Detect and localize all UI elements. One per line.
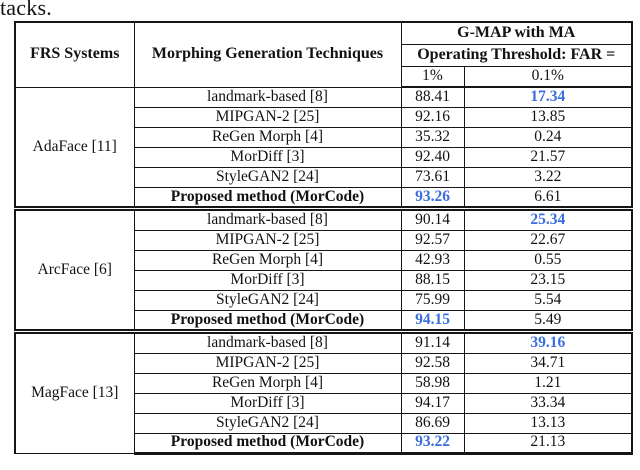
group-separator [15, 329, 632, 334]
far1-value: 92.16 [400, 106, 465, 128]
far01-value: 23.15 [463, 269, 633, 291]
far01-value: 25.34 [463, 209, 633, 231]
far1-value: 93.22 [400, 432, 465, 455]
far01-value: 33.34 [463, 392, 633, 414]
header-operating-threshold: Operating Threshold: FAR = [400, 43, 633, 67]
table-row: StyleGAN2 [24] 75.99 5.54 [15, 289, 633, 311]
far01-value: 5.54 [463, 289, 633, 311]
far01-value: 34.71 [463, 352, 633, 374]
far1-value: 94.17 [400, 392, 465, 414]
technique-cell: landmark-based [8] [133, 209, 402, 231]
table-row: MagFace [13] landmark-based [8] 91.14 39… [14, 332, 633, 454]
far01-value: 1.21 [463, 372, 633, 394]
far1-value: 92.40 [400, 146, 465, 168]
caption-text-fragment: tacks. [0, 0, 52, 20]
far1-value: 93.26 [400, 186, 465, 208]
far01-value: 3.22 [463, 166, 633, 188]
header-frs-systems: FRS Systems [14, 21, 135, 88]
technique-cell: StyleGAN2 [24] [133, 289, 402, 311]
far1-value: 88.41 [400, 86, 465, 108]
table-row: ReGen Morph [4] 35.32 0.24 [15, 126, 633, 148]
table-row: MIPGAN-2 [25] 92.57 22.67 [15, 229, 633, 251]
table-row: MorDiff [3] 88.15 23.15 [15, 269, 633, 291]
far1-value: 42.93 [400, 249, 465, 271]
table-row: StyleGAN2 [24] 86.69 13.13 [15, 412, 633, 434]
header-far-1pct: 1% [400, 65, 465, 88]
technique-cell: Proposed method (MorCode) [133, 186, 402, 208]
technique-cell: MorDiff [3] [133, 269, 402, 291]
technique-cell: ReGen Morph [4] [133, 372, 402, 394]
technique-cell: MIPGAN-2 [25] [133, 352, 402, 374]
technique-cell: StyleGAN2 [24] [133, 166, 402, 188]
technique-cell: ReGen Morph [4] [133, 126, 402, 148]
far1-value: 58.98 [400, 372, 465, 394]
far01-value: 6.61 [463, 186, 633, 208]
frs-system-cell: MagFace [13] [14, 332, 135, 454]
technique-cell: MIPGAN-2 [25] [133, 106, 402, 128]
frs-system-cell: ArcFace [6] [14, 209, 135, 331]
far1-value: 91.14 [400, 332, 465, 354]
table-row-proposed: Proposed method (MorCode) 93.22 21.13 [15, 432, 633, 455]
far01-value: 21.13 [463, 432, 633, 455]
technique-cell: landmark-based [8] [133, 332, 402, 354]
header-morphing-techniques: Morphing Generation Techniques [133, 21, 402, 88]
far1-value: 73.61 [400, 166, 465, 188]
far1-value: 94.15 [400, 309, 465, 331]
table-row: ArcFace [6] landmark-based [8] 90.14 25.… [14, 209, 633, 331]
far01-value: 13.13 [463, 412, 633, 434]
results-table: FRS Systems Morphing Generation Techniqu… [14, 21, 633, 455]
table-row: StyleGAN2 [24] 73.61 3.22 [15, 166, 633, 188]
technique-cell: ReGen Morph [4] [133, 249, 402, 271]
technique-cell: MorDiff [3] [133, 392, 402, 414]
far01-value: 39.16 [463, 332, 633, 354]
technique-cell: MIPGAN-2 [25] [133, 229, 402, 251]
technique-cell: Proposed method (MorCode) [133, 432, 402, 455]
far01-value: 21.57 [463, 146, 633, 168]
far1-value: 75.99 [400, 289, 465, 311]
far1-value: 88.15 [400, 269, 465, 291]
far01-value: 5.49 [463, 309, 633, 331]
far01-value: 0.24 [463, 126, 633, 148]
far1-value: 86.69 [400, 412, 465, 434]
table-row: MIPGAN-2 [25] 92.58 34.71 [15, 352, 633, 374]
frs-system-cell: AdaFace [11] [14, 86, 135, 208]
table-row: AdaFace [11] landmark-based [8] 88.41 17… [14, 86, 633, 208]
header-gmap-with-ma: G-MAP with MA [400, 21, 633, 45]
far1-value: 90.14 [400, 209, 465, 231]
far1-value: 92.58 [400, 352, 465, 374]
table-row-proposed: Proposed method (MorCode) 93.26 6.61 [15, 186, 633, 208]
technique-cell: Proposed method (MorCode) [133, 309, 402, 331]
far1-value: 92.57 [400, 229, 465, 251]
group-separator [15, 206, 632, 211]
table-row: MIPGAN-2 [25] 92.16 13.85 [15, 106, 633, 128]
technique-cell: MorDiff [3] [133, 146, 402, 168]
header-far-01pct: 0.1% [463, 65, 633, 88]
far1-value: 35.32 [400, 126, 465, 148]
far01-value: 0.55 [463, 249, 633, 271]
far01-value: 17.34 [463, 86, 633, 108]
technique-cell: landmark-based [8] [133, 86, 402, 108]
far01-value: 22.67 [463, 229, 633, 251]
technique-cell: StyleGAN2 [24] [133, 412, 402, 434]
table-row: ReGen Morph [4] 42.93 0.55 [15, 249, 633, 271]
far01-value: 13.85 [463, 106, 633, 128]
